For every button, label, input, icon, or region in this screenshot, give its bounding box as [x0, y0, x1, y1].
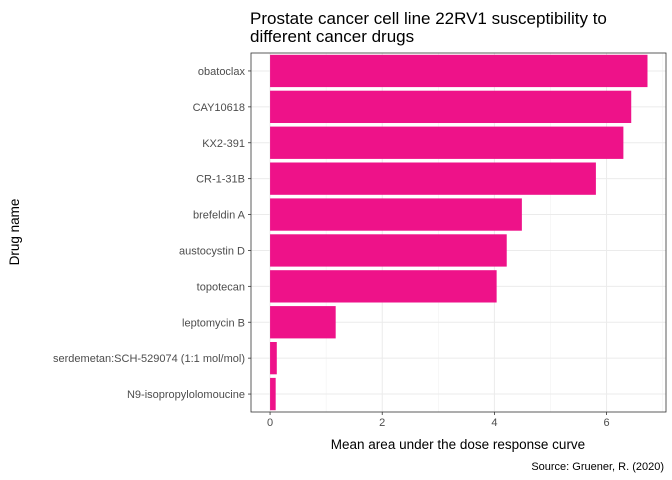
y-tick-label: CAY10618	[193, 102, 245, 114]
chart-title-line-1: Prostate cancer cell line 22RV1 suscepti…	[250, 9, 607, 28]
y-axis-title: Drug name	[7, 199, 22, 266]
y-tick-label: austocystin D	[179, 245, 245, 257]
y-axis: obatoclax CAY10618 KX2-391 CR-1-31B brefeldi…	[53, 66, 251, 401]
bar-obatoclax	[270, 54, 648, 88]
y-tick-label: obatoclax	[198, 66, 246, 78]
y-tick-label: KX2-391	[202, 138, 245, 150]
y-tick-label: leptomycin B	[182, 317, 245, 329]
x-tick-label: 6	[603, 417, 609, 429]
bar-serdemetan-sch-529074-1-1-mol-mol	[270, 341, 277, 375]
bar-topotecan	[270, 270, 497, 303]
bar-austocystin-d	[270, 234, 507, 267]
bar-leptomycin-b	[270, 306, 336, 339]
y-tick-label: brefeldin A	[193, 210, 246, 222]
panel-border	[250, 52, 667, 413]
bar-cr-1-31b	[270, 162, 596, 195]
x-tick-label: 2	[379, 417, 385, 429]
bar-n9-isopropylolomoucine	[270, 377, 276, 411]
chart-title-line-2: different cancer drugs	[250, 27, 414, 46]
x-tick-label: 4	[491, 417, 497, 429]
bars	[270, 54, 648, 411]
bar-cay10618	[270, 90, 632, 124]
x-axis-title: Mean area under the dose response curve	[331, 437, 585, 452]
bar-kx2-391	[270, 126, 624, 159]
x-axis: 0 2 4 6	[267, 412, 610, 429]
y-tick-label: serdemetan:SCH-529074 (1:1 mol/mol)	[53, 353, 245, 365]
bar-brefeldin-a	[270, 198, 522, 231]
y-tick-label: N9-isopropylolomoucine	[127, 389, 245, 401]
x-tick-label: 0	[267, 417, 273, 429]
y-tick-label: CR-1-31B	[196, 174, 245, 186]
chart-caption: Source: Gruener, R. (2020)	[531, 461, 664, 473]
y-tick-label: topotecan	[197, 281, 245, 293]
